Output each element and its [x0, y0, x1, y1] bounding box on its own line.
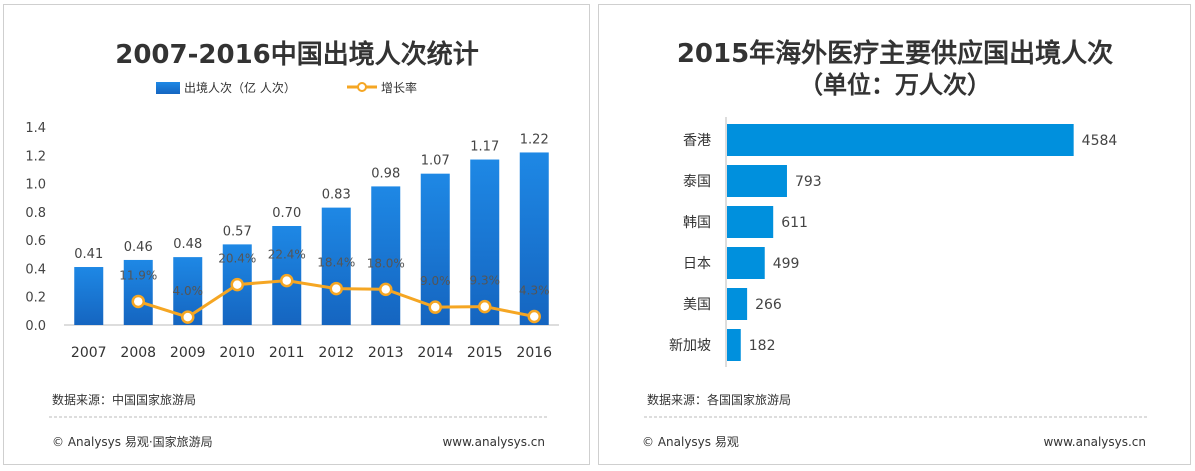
growth-rate-label: 20.4%: [218, 252, 256, 266]
chart-title: 2015年海外医疗主要供应国出境人次: [677, 38, 1113, 69]
category-label: 日本: [683, 256, 711, 272]
medical-travel-chart: 2015年海外医疗主要供应国出境人次 （单位：万人次） 香港 4584 泰国 793 韩…: [642, 38, 1149, 449]
bar: [727, 124, 1074, 156]
bar-value-label: 0.98: [371, 166, 400, 181]
left-chart-panel: 2007-2016中国出境人次统计 出境人次（亿 人次） 增长率 0.0 0.2 0…: [3, 4, 590, 465]
growth-rate-label: 4.0%: [173, 284, 204, 298]
category-label: 香港: [683, 133, 711, 149]
x-tick-label: 2015: [467, 345, 503, 361]
x-tick-label: 2007: [71, 345, 107, 361]
y-tick-label: 0.6: [25, 234, 46, 249]
china-outbound-chart: 2007-2016中国出境人次统计 出境人次（亿 人次） 增长率 0.00.20…: [25, 39, 559, 449]
legend: 出境人次（亿 人次） 增长率: [156, 80, 417, 95]
copyright: © Analysys 易观: [642, 435, 739, 449]
growth-rate-point: [131, 294, 145, 309]
source-note: 数据来源：各国国家旅游局: [647, 392, 791, 407]
y-axis: 0.0 0.2 0.4 0.6 0.8 1.0 1.2 1.4: [25, 121, 46, 334]
x-tick-label: 2014: [417, 345, 453, 361]
category-label: 泰国: [683, 174, 711, 190]
category-label: 韩国: [683, 215, 711, 231]
bar: [727, 288, 748, 320]
bar: [123, 259, 153, 325]
bar-value-label: 4584: [1082, 133, 1118, 149]
bar-value-label: 0.48: [173, 237, 202, 252]
bar: [321, 207, 351, 325]
y-tick-label: 0.0: [25, 319, 46, 334]
growth-rate-label: 9.0%: [420, 274, 451, 288]
x-tick-label: 2016: [516, 345, 552, 361]
x-tick-label: 2011: [269, 345, 305, 361]
website: www.analysys.cn: [442, 435, 545, 449]
legend-bar-swatch: [156, 82, 180, 94]
x-axis: 2007 2008 2009 2010 2011 2012 2013 2014 2015 2016: [71, 345, 552, 361]
bar: [420, 173, 450, 325]
growth-rate-series: 11.9% 4.0% 20.4% 22.4% 18.4% 18.0% 9.0% 9.3% 4.3…: [119, 248, 550, 324]
bar-value-label: 1.17: [470, 140, 499, 155]
growth-rate-point: [478, 299, 492, 314]
bar-value-label: 266: [755, 297, 782, 313]
category-label: 美国: [683, 297, 711, 313]
growth-rate-point: [280, 273, 294, 288]
bar-value-label: 182: [749, 338, 776, 354]
category-label: 新加坡: [669, 338, 711, 354]
bar-value-label: 1.07: [421, 154, 450, 169]
growth-rate-label: 11.9%: [119, 268, 157, 282]
legend-line-marker: [357, 82, 367, 92]
bar-value-label: 499: [773, 256, 800, 272]
bar-value-label: 0.41: [74, 247, 103, 262]
x-tick-label: 2012: [318, 345, 354, 361]
x-tick-label: 2008: [120, 345, 156, 361]
y-tick-label: 1.2: [25, 149, 46, 164]
growth-rate-label: 18.4%: [317, 256, 355, 270]
chart-subtitle: （单位：万人次）: [799, 71, 991, 99]
growth-rate-label: 18.0%: [367, 256, 405, 270]
growth-rate-point: [181, 310, 195, 324]
bar-series: 0.41 0.46 0.48 0.57 0.70 0.83 0.98 1.07 1.17 1.22: [74, 132, 549, 325]
bar-series: 香港 4584 泰国 793 韩国 611 日本 499 美国 266 新加坡 182: [669, 124, 1117, 361]
x-tick-label: 2010: [219, 345, 255, 361]
legend-bar-label: 出境人次（亿 人次）: [184, 80, 296, 95]
bar: [371, 186, 401, 325]
bar-value-label: 793: [795, 174, 822, 190]
growth-rate-point: [230, 277, 244, 292]
right-chart-panel: 2015年海外医疗主要供应国出境人次 （单位：万人次） 香港 4584 泰国 793 韩…: [598, 4, 1191, 465]
bar: [519, 152, 549, 325]
bar-value-label: 1.22: [520, 132, 549, 147]
growth-rate-label: 9.3%: [470, 274, 501, 288]
bar: [74, 267, 104, 325]
growth-rate-point: [428, 300, 442, 314]
bar: [470, 159, 500, 325]
y-tick-label: 1.4: [25, 121, 46, 136]
bar: [727, 206, 774, 238]
growth-rate-label: 22.4%: [268, 248, 306, 262]
chart-title: 2007-2016中国出境人次统计: [115, 39, 479, 70]
y-tick-label: 0.4: [25, 262, 46, 277]
source-note: 数据来源：中国国家旅游局: [52, 392, 196, 407]
y-tick-label: 1.0: [25, 178, 46, 193]
growth-rate-point: [329, 281, 343, 296]
website: www.analysys.cn: [1043, 435, 1146, 449]
bar-value-label: 0.57: [223, 224, 252, 239]
y-tick-label: 0.2: [25, 291, 46, 306]
growth-rate-label: 4.3%: [519, 283, 550, 297]
bar-value-label: 0.46: [124, 240, 153, 255]
growth-rate-point: [379, 282, 393, 297]
growth-rate-point: [527, 309, 541, 324]
y-tick-label: 0.8: [25, 206, 46, 221]
bar-value-label: 0.83: [322, 188, 351, 203]
bar: [727, 329, 741, 361]
x-tick-label: 2013: [368, 345, 404, 361]
bar: [727, 165, 787, 197]
copyright: © Analysys 易观·国家旅游局: [52, 434, 213, 449]
x-tick-label: 2009: [170, 345, 206, 361]
bar: [727, 247, 765, 279]
bar-value-label: 611: [781, 215, 808, 231]
bar-value-label: 0.70: [272, 206, 301, 221]
legend-line-label: 增长率: [381, 80, 417, 95]
